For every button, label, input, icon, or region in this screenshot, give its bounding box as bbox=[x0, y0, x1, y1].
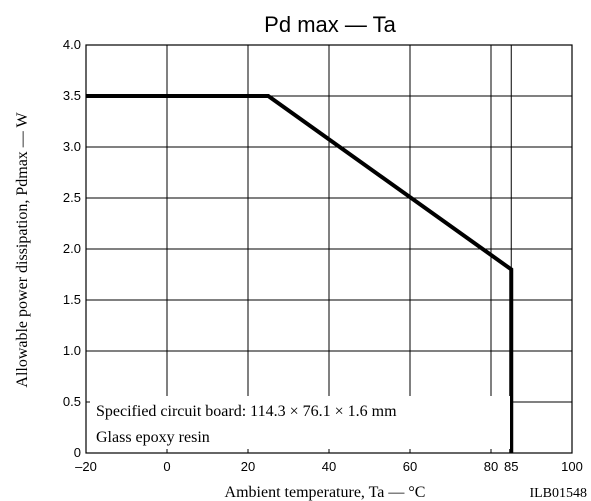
x-axis-label: Ambient temperature, Ta — °C bbox=[225, 484, 426, 501]
y-tick-label: 2.5 bbox=[63, 190, 81, 205]
y-tick-label: 3.0 bbox=[63, 139, 81, 154]
x-tick-labels: –20 0 20 40 60 80 85 100 bbox=[75, 459, 583, 474]
series-line bbox=[86, 94, 514, 453]
x-tick-label: 80 bbox=[484, 459, 498, 474]
x-tick-label: 85 bbox=[504, 459, 518, 474]
y-tick-label: 0 bbox=[74, 445, 81, 460]
y-tick-label: 3.5 bbox=[63, 88, 81, 103]
y-tick-label: 1.0 bbox=[63, 343, 81, 358]
x-tick-label: 40 bbox=[322, 459, 336, 474]
y-tick-labels: 0 0.5 1.0 1.5 2.0 2.5 3.0 3.5 4.0 bbox=[63, 37, 81, 460]
grid bbox=[85, 44, 573, 454]
chart-title: Pd max — Ta bbox=[264, 12, 396, 37]
annotation-material: Glass epoxy resin bbox=[96, 429, 210, 446]
y-tick-label: 1.5 bbox=[63, 292, 81, 307]
annotation-board: Specified circuit board: 114.3 × 76.1 × … bbox=[96, 403, 397, 420]
x-tick-label: 60 bbox=[403, 459, 417, 474]
y-tick-label: 4.0 bbox=[63, 37, 81, 52]
y-tick-label: 0.5 bbox=[63, 394, 81, 409]
y-axis-label: Allowable power dissipation, Pdmax — W bbox=[14, 111, 31, 387]
annotation-background bbox=[90, 396, 510, 449]
x-tick-label: –20 bbox=[75, 459, 97, 474]
x-tick-label: 20 bbox=[241, 459, 255, 474]
figure-id: ILB01548 bbox=[529, 486, 587, 501]
y-tick-label: 2.0 bbox=[63, 241, 81, 256]
plot-frame bbox=[85, 44, 573, 454]
x-tick-label: 0 bbox=[163, 459, 170, 474]
series bbox=[86, 94, 514, 453]
x-tick-label: 100 bbox=[561, 459, 583, 474]
